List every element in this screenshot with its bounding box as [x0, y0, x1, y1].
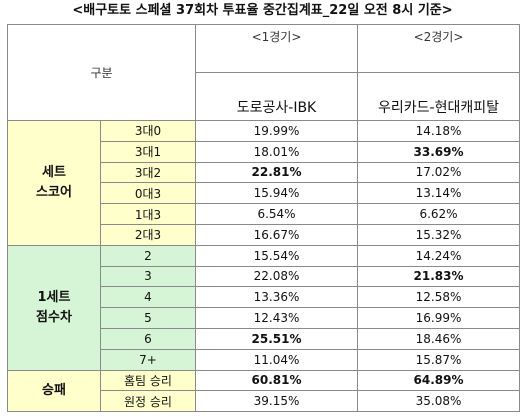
group-label-line1: 세트 — [42, 164, 66, 180]
group-label-line2: 점수차 — [36, 309, 72, 325]
table-row: 승패 홈팀 승리 60.81% 64.89% — [7, 369, 520, 413]
match1-number: <1경기> — [195, 24, 358, 73]
match1-rate-cell: 18.01% — [195, 140, 358, 163]
match1-rate-cell: 25.51% — [195, 327, 358, 350]
table-row: 4 13.36% 12.58% — [8, 286, 520, 309]
match2-rate-cell: 35.08% — [357, 390, 520, 413]
table-row: 세트 스코어 3대0 19.99% 14.18% — [7, 120, 520, 246]
table-row: 0대3 15.94% 13.14% — [8, 182, 520, 205]
match1-rate-cell: 22.08% — [195, 265, 358, 288]
match2-rate-cell: 14.18% — [357, 120, 520, 142]
match2-name: 우리카드-현대캐피탈 — [357, 72, 520, 121]
group-label-line2: 스코어 — [36, 184, 72, 200]
match1-rate-cell: 6.54% — [195, 203, 358, 225]
row-label: 7+ — [100, 348, 196, 371]
row-label: 원정 승리 — [100, 390, 196, 413]
match1-rate-cell: 16.67% — [195, 223, 358, 246]
row-label: 5 — [100, 307, 196, 329]
match2-rate-cell: 6.62% — [357, 203, 520, 225]
table-row: 2대3 16.67% 15.32% — [8, 223, 520, 246]
table-row: 7+ 11.04% 15.87% — [8, 348, 520, 371]
row-label: 6 — [100, 327, 196, 350]
row-label: 3대2 — [100, 161, 196, 184]
match2-rate-cell: 15.32% — [357, 223, 520, 246]
match1-rate-cell: 15.54% — [195, 244, 358, 267]
row-label: 3대0 — [100, 120, 196, 142]
group-label: 승패 — [7, 369, 101, 413]
match2-rate-cell: 15.87% — [357, 348, 520, 371]
table-row: 1세트 점수차 2 15.54% 14.24% — [7, 244, 520, 371]
table-row: 5 12.43% 16.99% — [8, 307, 520, 329]
row-label: 4 — [100, 286, 196, 309]
match1-rate-cell: 60.81% — [195, 369, 358, 392]
match2-number: <2경기> — [357, 24, 520, 73]
table-row: 3 22.08% 21.83% — [8, 265, 520, 288]
gubun-header: 구분 — [7, 24, 196, 121]
match2-rate-cell: 17.02% — [357, 161, 520, 184]
match2-rate-cell: 33.69% — [357, 140, 520, 163]
row-label: 2 — [100, 244, 196, 267]
match1-rate-cell: 12.43% — [195, 307, 358, 329]
match1-rate-cell: 13.36% — [195, 286, 358, 309]
match1-rate-cell: 19.99% — [195, 120, 358, 142]
match2-rate-cell: 13.14% — [357, 182, 520, 205]
row-label: 3 — [100, 265, 196, 288]
row-label: 3대1 — [100, 140, 196, 163]
table-title: <배구토토 스페셜 37회차 투표율 중간집계표_22일 오전 8시 기준> — [72, 3, 453, 18]
match2-rate-cell: 16.99% — [357, 307, 520, 329]
match1-name: 도로공사-IBK — [195, 72, 358, 121]
header-row-bottom: 도로공사-IBK 우리카드-현대캐피탈 — [8, 72, 520, 121]
table-row: 원정 승리 39.15% 35.08% — [8, 390, 520, 413]
match1-rate-cell: 11.04% — [195, 348, 358, 371]
header-row-top: 구분 <1경기> <2경기> — [7, 24, 520, 121]
match1-rate-cell: 22.81% — [195, 161, 358, 184]
match1-rate-cell: 15.94% — [195, 182, 358, 205]
match2-rate-cell: 64.89% — [357, 369, 520, 392]
match1-rate-cell: 39.15% — [195, 390, 358, 413]
match2-rate-cell: 12.58% — [357, 286, 520, 309]
row-label: 1대3 — [100, 203, 196, 225]
row-label: 0대3 — [100, 182, 196, 205]
match2-rate-cell: 18.46% — [357, 327, 520, 350]
table-row: 6 25.51% 18.46% — [8, 327, 520, 350]
group-label-line1: 1세트 — [37, 289, 71, 305]
group-label-line1: 승패 — [42, 382, 66, 398]
match2-rate-cell: 21.83% — [357, 265, 520, 288]
match2-rate-cell: 14.24% — [357, 244, 520, 267]
row-label: 홈팀 승리 — [100, 369, 196, 392]
table-row: 3대1 18.01% 33.69% — [8, 140, 520, 163]
row-label: 2대3 — [100, 223, 196, 246]
